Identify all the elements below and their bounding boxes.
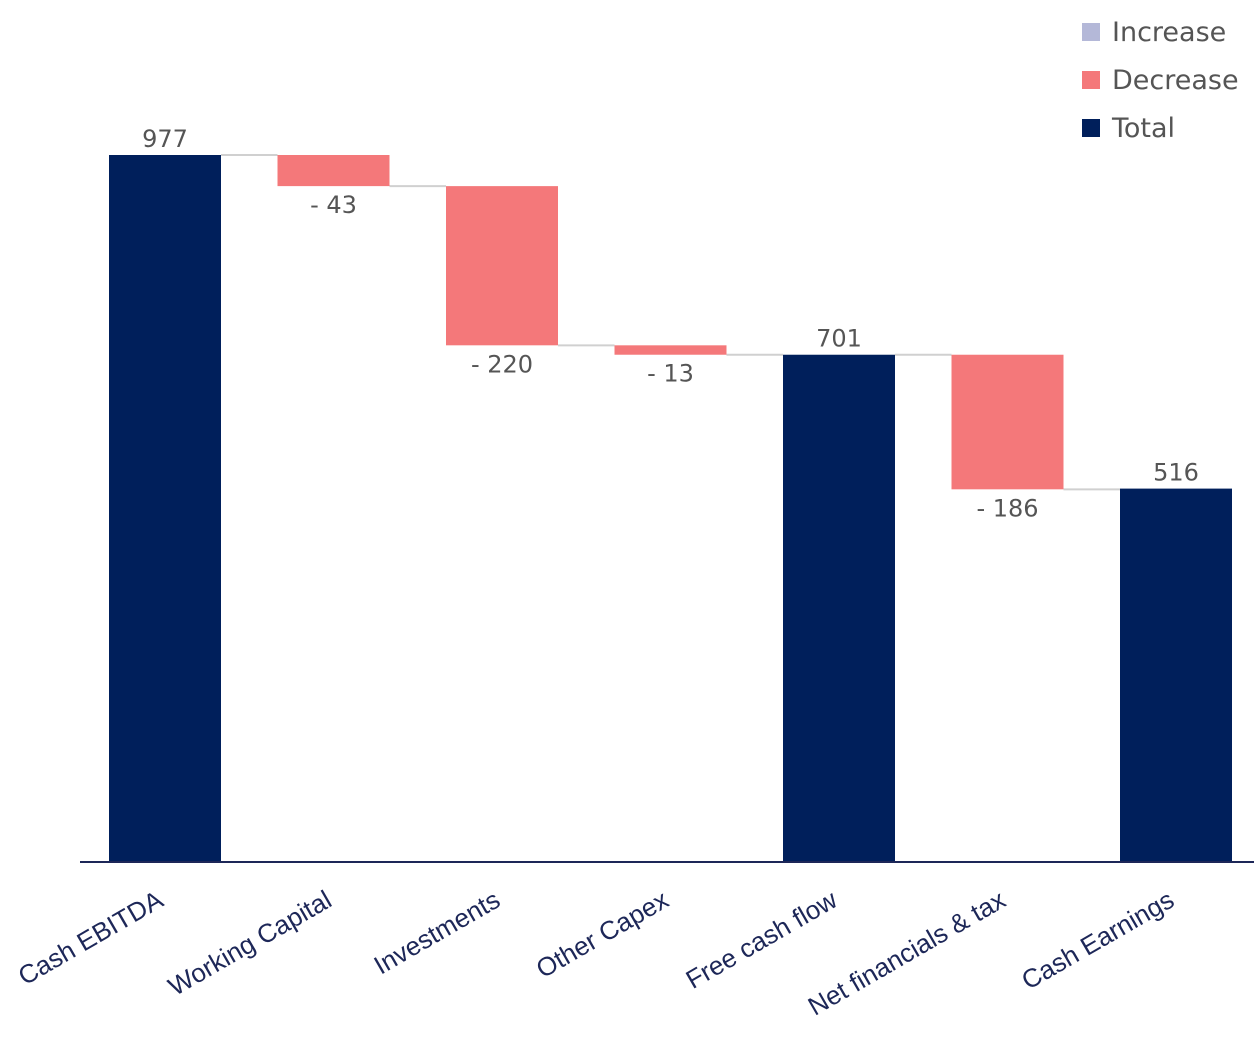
legend-label-decrease: Decrease bbox=[1112, 64, 1239, 96]
connectors-group bbox=[221, 154, 1120, 491]
legend-swatch-increase bbox=[1082, 23, 1100, 41]
category-label-free-cash-flow: Free cash flow bbox=[681, 884, 843, 995]
value-label-working-capital: - 43 bbox=[310, 191, 357, 219]
legend-swatch-total bbox=[1082, 119, 1100, 137]
bar-cash-earnings bbox=[1120, 488, 1232, 862]
value-label-other-capex: - 13 bbox=[647, 360, 694, 388]
legend-label-increase: Increase bbox=[1112, 16, 1227, 48]
category-label-cash-ebitda: Cash EBITDA bbox=[13, 884, 169, 991]
bar-investments bbox=[446, 186, 558, 346]
legend-swatch-decrease bbox=[1082, 71, 1100, 89]
value-label-investments: - 220 bbox=[471, 350, 533, 378]
value-label-free-cash-flow: 701 bbox=[816, 325, 862, 353]
legend-item-total: Total bbox=[1082, 104, 1239, 152]
legend-item-decrease: Decrease bbox=[1082, 56, 1239, 104]
bar-working-capital bbox=[277, 155, 390, 187]
bars-group bbox=[109, 155, 1232, 862]
bar-free-cash-flow bbox=[783, 354, 895, 862]
value-labels-group: 977 - 43 - 220 - 13 701 - 186 516 bbox=[142, 125, 1199, 522]
category-label-investments: Investments bbox=[369, 884, 505, 980]
bar-other-capex bbox=[614, 345, 727, 355]
category-label-cash-earnings: Cash Earnings bbox=[1016, 884, 1179, 995]
category-label-working-capital: Working Capital bbox=[163, 884, 337, 1002]
legend: Increase Decrease Total bbox=[1082, 8, 1239, 152]
legend-label-total: Total bbox=[1112, 112, 1176, 144]
bar-net-financials-tax bbox=[951, 354, 1064, 490]
value-label-cash-earnings: 516 bbox=[1153, 459, 1199, 487]
value-label-cash-ebitda: 977 bbox=[142, 125, 188, 153]
value-label-net-financials-tax: - 186 bbox=[976, 494, 1038, 522]
bar-cash-ebitda bbox=[109, 155, 221, 862]
category-label-other-capex: Other Capex bbox=[531, 884, 674, 984]
legend-item-increase: Increase bbox=[1082, 8, 1239, 56]
